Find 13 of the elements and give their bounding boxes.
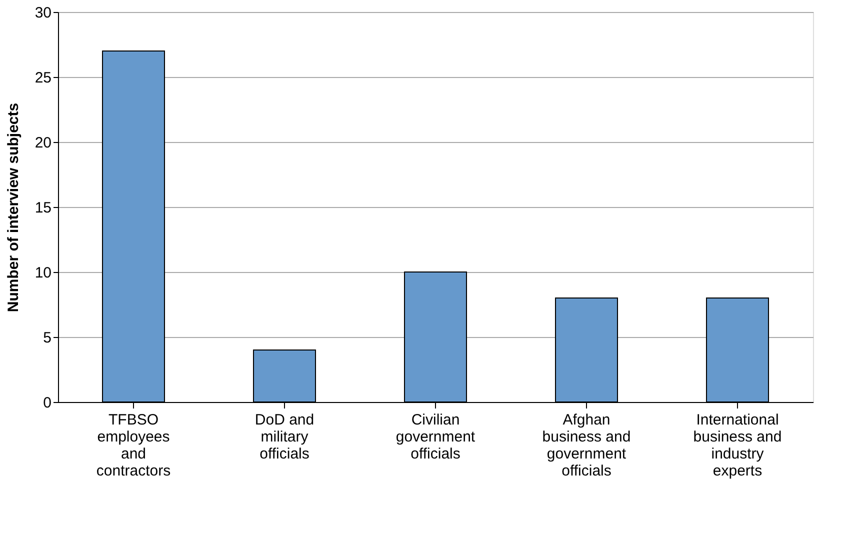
x-tick-label: Civilian government officials: [396, 412, 476, 462]
y-tick-label: 15: [34, 200, 52, 216]
x-tick-label: DoD and military officials: [254, 412, 314, 462]
y-tick-label: 20: [34, 134, 52, 152]
x-tick-label: International business and industry experts: [693, 412, 782, 480]
y-tick-label: 10: [34, 264, 52, 282]
y-tick-label: 30: [34, 4, 52, 22]
x-tick-label: Afghan business and government officials: [542, 412, 631, 480]
x-tick-label: TFBSO employees and contractors: [96, 412, 171, 480]
y-axis-title: Number of interview subjects: [4, 102, 22, 312]
y-tick-label: 5: [43, 330, 52, 346]
y-tick-label: 0: [43, 394, 52, 412]
y-tick-label: 25: [34, 70, 52, 86]
